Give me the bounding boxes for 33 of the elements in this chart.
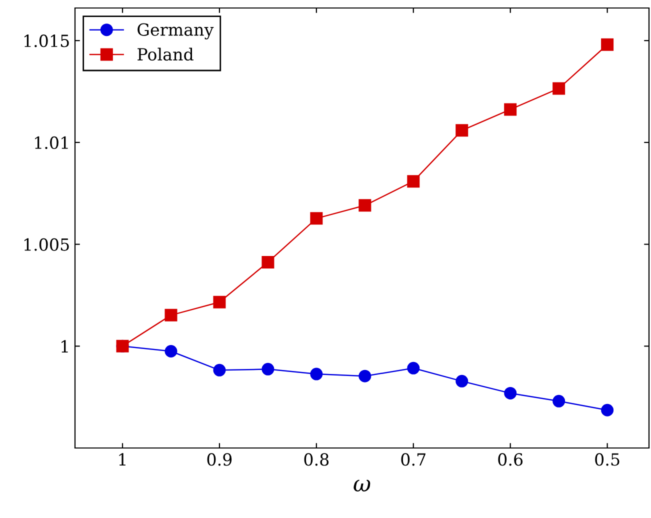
point bbox=[358, 199, 372, 212]
x-tick-label: 1 bbox=[119, 453, 126, 466]
point bbox=[552, 82, 566, 95]
y-tick-label: 1 bbox=[62, 340, 68, 352]
x-tick-label: 0.5 bbox=[595, 453, 620, 466]
x-tick-label: 0.6 bbox=[498, 453, 523, 466]
point bbox=[601, 404, 614, 416]
point bbox=[164, 344, 178, 358]
legend-label: Poland bbox=[138, 48, 194, 61]
point bbox=[504, 386, 517, 400]
x-axis-title: ω bbox=[354, 480, 370, 492]
point bbox=[262, 362, 274, 376]
point bbox=[456, 124, 468, 137]
point bbox=[407, 175, 420, 188]
point bbox=[310, 368, 323, 380]
y-tick-label: 1.015 bbox=[24, 34, 69, 48]
point bbox=[407, 362, 420, 374]
x-tick-label: 0.9 bbox=[207, 453, 232, 466]
y-tick-label: 1.01 bbox=[35, 136, 68, 150]
legend-label: Germany bbox=[138, 23, 214, 40]
x-tick-label: 0.7 bbox=[401, 453, 426, 466]
point bbox=[213, 296, 226, 308]
point bbox=[504, 103, 517, 116]
point bbox=[262, 256, 274, 268]
point bbox=[213, 364, 226, 376]
point bbox=[601, 38, 614, 51]
point bbox=[310, 212, 323, 225]
y-tick-label: 1.005 bbox=[24, 238, 69, 251]
point bbox=[456, 374, 468, 388]
x-tick-label: 0.8 bbox=[304, 453, 329, 466]
point bbox=[552, 394, 566, 408]
point bbox=[164, 308, 178, 322]
point bbox=[358, 370, 372, 382]
